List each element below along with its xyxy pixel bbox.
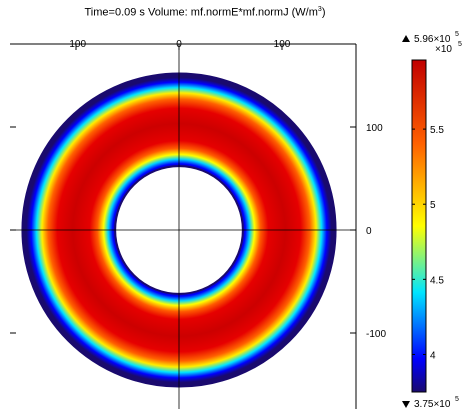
colorbar-min-label: 3.75×10	[414, 399, 451, 409]
title-superscript: 3	[317, 6, 322, 13]
colorbar-exponent-power: 5	[458, 41, 462, 48]
min-triangle-icon	[402, 401, 410, 408]
colorbar: 44.555.55.96×10 5×10 53.75×10 5	[402, 31, 462, 409]
y-tick-label: -100	[366, 329, 386, 340]
x-tick-label: 0	[176, 39, 182, 50]
max-triangle-icon	[402, 35, 410, 42]
colorbar-max-label: 5.96×10	[414, 34, 451, 45]
plot-title: Time=0.09 s Volume: mf.normE*mf.normJ (W…	[0, 6, 410, 19]
colorbar-min-exponent: 5	[455, 396, 459, 403]
colorbar-max-exponent: 5	[455, 31, 459, 38]
plot-area: -100 0 100 100 0 -100	[10, 39, 386, 409]
x-tick-label: -100	[66, 39, 86, 50]
x-tick-label: 100	[274, 39, 291, 50]
colorbar-tick-label: 5	[430, 200, 436, 211]
annulus-field	[22, 73, 336, 387]
y-tick-label: 100	[366, 123, 383, 134]
colorbar-tick-label: 4.5	[430, 275, 444, 286]
y-tick-label: 0	[366, 226, 372, 237]
colorbar-tick-label: 5.5	[430, 125, 444, 136]
colorbar-tick-label: 4	[430, 350, 436, 361]
colorbar-exponent-base: ×10	[435, 44, 452, 55]
colorbar-gradient	[411, 59, 427, 393]
title-prefix: Time=0.09 s Volume: mf.normE*mf.normJ (W…	[84, 6, 318, 19]
title-suffix: )	[321, 6, 326, 19]
